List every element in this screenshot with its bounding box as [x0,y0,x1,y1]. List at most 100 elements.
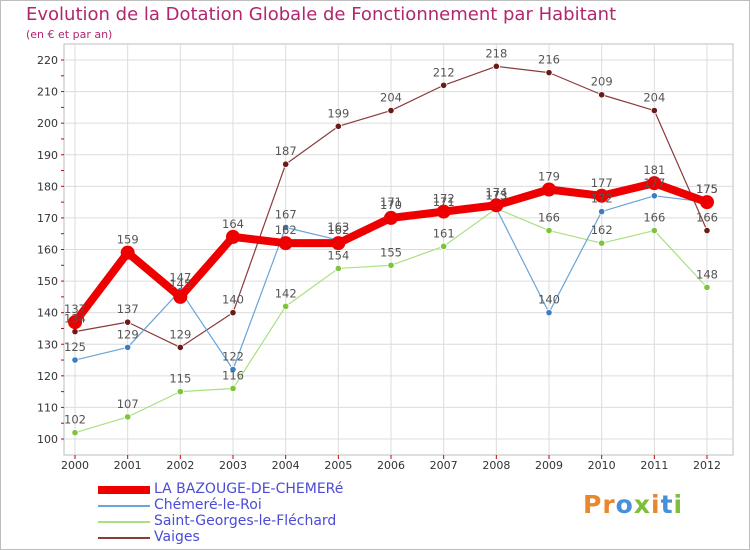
chart-subtitle: (en € et par an) [26,28,113,41]
x-tick-label: 2007 [430,459,458,472]
data-label-series-1: 173 [485,188,507,202]
legend-label-series-1: Chémeré-le-Roi [154,497,262,513]
x-tick-label: 2002 [166,459,194,472]
data-label-series-3: 129 [169,327,191,341]
data-label-series-0: 164 [222,217,244,231]
x-tick-label: 2001 [114,459,142,472]
data-label-series-1: 147 [169,271,191,285]
data-point-series-0 [173,289,188,304]
data-point-series-0 [278,236,293,251]
x-tick-label: 2011 [640,459,668,472]
data-point-series-0 [700,195,714,210]
data-point-series-2 [334,264,342,273]
data-label-series-0: 162 [275,223,297,237]
data-point-series-2 [229,384,237,393]
chart-title: Evolution de la Dotation Globale de Fonc… [26,4,617,25]
brand-letter: t [660,490,674,519]
data-point-series-1 [598,208,606,216]
data-label-series-2: 115 [169,372,191,386]
y-tick-label: 100 [37,433,58,446]
data-point-series-3 [282,160,290,168]
data-label-series-1: 122 [222,350,244,364]
data-point-series-3 [440,81,448,89]
x-tick-label: 2005 [324,459,352,472]
data-label-series-2: 142 [275,286,297,300]
y-tick-label: 200 [37,117,58,130]
x-tick-label: 2006 [377,459,405,472]
y-tick-label: 110 [37,401,58,414]
data-label-series-2: 166 [643,211,665,225]
y-tick-label: 150 [37,275,58,288]
data-point-series-2 [176,388,184,396]
data-point-series-0 [542,182,556,197]
data-label-series-0: 137 [64,302,86,316]
data-point-series-2 [282,302,290,310]
data-label-series-3: 216 [538,53,560,67]
data-point-series-1 [229,365,237,374]
data-point-series-2 [387,261,395,269]
data-label-series-2: 102 [64,413,86,427]
data-label-series-2: 154 [327,248,349,262]
data-point-series-0 [226,229,240,244]
brand-letter: o [615,490,634,519]
data-point-series-1 [282,223,290,231]
brand-letter: r [602,490,616,519]
data-point-series-3 [545,69,553,77]
data-label-series-0: 174 [485,185,507,199]
data-label-series-0: 145 [169,277,191,291]
data-label-series-3: 134 [64,312,86,326]
data-label-series-2: 162 [591,223,613,237]
data-label-series-1: 167 [275,207,297,221]
data-label-series-1: 177 [643,176,665,190]
data-label-series-3: 166 [696,211,718,225]
data-label-series-3: 212 [433,65,455,79]
legend-label-series-0: LA BAZOUGE-DE-CHEMERé [154,481,344,497]
x-tick-label: 2010 [588,459,616,472]
data-label-series-3: 209 [591,75,613,89]
data-label-series-1: 171 [380,195,402,209]
data-point-series-3 [71,328,79,336]
data-label-series-0: 162 [327,223,349,237]
data-point-series-3 [229,309,237,317]
data-point-series-2 [440,242,448,250]
brand-letter: x [633,490,651,519]
x-tick-label: 2003 [219,459,247,472]
legend-swatch-series-3 [98,537,150,539]
y-tick-label: 120 [37,370,58,383]
data-point-series-2 [124,413,132,421]
data-label-series-1: 172 [591,192,613,206]
data-label-series-0: 175 [696,182,718,196]
y-tick-label: 130 [37,338,58,351]
data-point-series-3 [650,106,658,115]
data-point-series-1 [545,309,553,317]
data-point-series-1 [650,192,658,200]
data-label-series-2: 173 [485,188,507,202]
data-label-series-3: 218 [485,46,507,60]
data-label-series-3: 137 [117,302,139,316]
data-point-series-0 [68,315,82,330]
brand-logo: Proxiti [583,490,683,519]
data-label-series-2: 107 [117,397,139,411]
y-tick-label: 160 [37,244,58,257]
data-label-series-2: 116 [222,368,244,382]
legend-swatch-series-1 [98,505,150,507]
data-point-series-3 [703,226,711,235]
data-point-series-1 [124,343,132,352]
data-point-series-0 [647,176,662,191]
data-point-series-3 [598,91,606,99]
y-tick-label: 190 [37,149,58,162]
data-label-series-3: 140 [222,293,244,307]
data-label-series-0: 179 [538,169,560,183]
y-tick-label: 180 [37,180,58,193]
brand-letter: i [651,490,661,519]
data-point-series-3 [334,122,342,130]
data-point-series-2 [650,226,658,235]
data-point-series-3 [387,106,395,115]
data-label-series-2: 161 [433,226,455,240]
data-point-series-0 [120,245,135,260]
data-label-series-1: 171 [433,195,455,209]
y-tick-label: 170 [37,212,58,225]
data-point-series-2 [545,226,553,235]
